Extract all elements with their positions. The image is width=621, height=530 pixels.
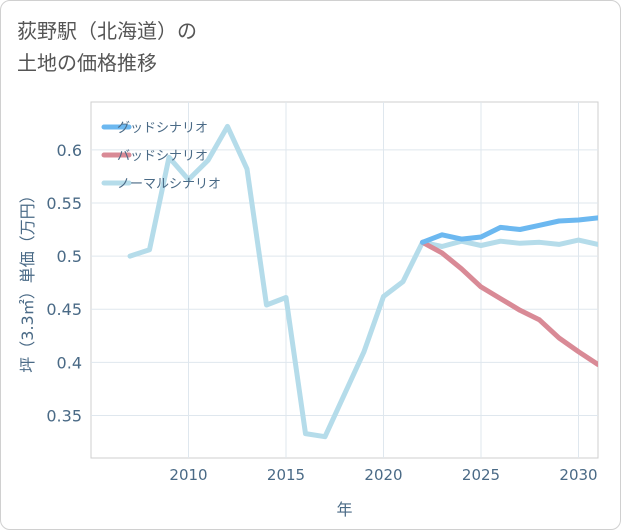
series-line	[420, 239, 598, 367]
legend-label: バッドシナリオ	[117, 149, 208, 164]
plot-area-frame	[90, 101, 599, 459]
chart-title: 荻野駅（北海道）の 土地の価格推移	[17, 15, 197, 79]
series-line	[420, 215, 598, 245]
y-tick-label: 0.5	[57, 247, 82, 266]
x-axis-label: 年	[336, 500, 352, 519]
chart-title-line2: 土地の価格推移	[17, 51, 157, 75]
x-tick-label: 2015	[267, 466, 305, 484]
x-tick-label: 2025	[462, 466, 500, 484]
y-tick-label: 0.55	[46, 194, 82, 213]
y-tick-label: 0.45	[46, 300, 82, 319]
chart-title-line1: 荻野駅（北海道）の	[17, 19, 197, 43]
series-line	[127, 123, 598, 440]
y-tick-label: 0.4	[57, 353, 82, 372]
x-tick-label: 2020	[364, 466, 402, 484]
y-axis-label: 坪（3.3㎡）単価（万円）	[18, 187, 37, 372]
legend-label: グッドシナリオ	[117, 121, 208, 136]
x-tick-label: 2030	[559, 466, 597, 484]
legend-label: ノーマルシナリオ	[117, 177, 221, 192]
y-tick-label: 0.35	[46, 406, 82, 425]
x-tick-label: 2010	[169, 466, 207, 484]
y-tick-label: 0.6	[57, 141, 82, 160]
